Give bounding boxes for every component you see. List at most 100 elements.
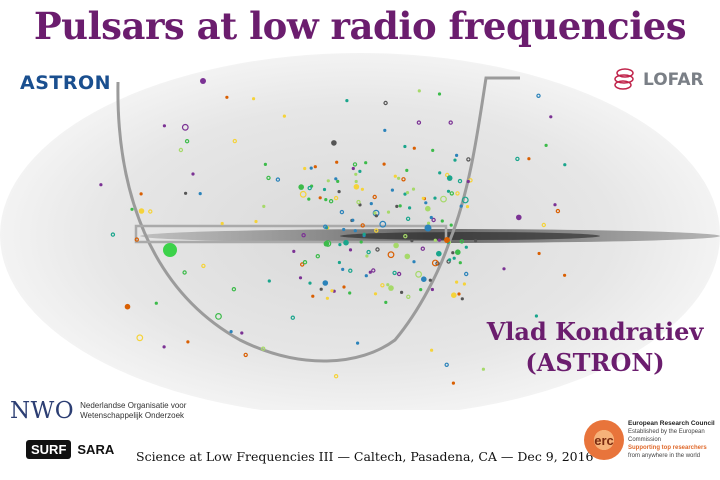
pulsar-marker bbox=[252, 97, 256, 101]
survey-boundary bbox=[116, 76, 520, 363]
pulsar-marker bbox=[254, 219, 258, 224]
pulsar-marker bbox=[348, 248, 353, 252]
footer-text: Science at Low Frequencies III — Caltech… bbox=[136, 449, 594, 464]
nwo-logo: NWO Nederlandse Organisatie voor Wetensc… bbox=[10, 398, 186, 424]
pulsar-marker bbox=[334, 177, 338, 181]
pulsar-marker bbox=[466, 157, 471, 162]
pulsar-marker bbox=[162, 124, 166, 128]
pulsar-marker bbox=[406, 294, 411, 299]
pulsar-marker bbox=[446, 175, 453, 181]
pulsar-marker bbox=[459, 204, 463, 208]
pulsar-marker bbox=[451, 292, 457, 298]
pulsar-marker bbox=[360, 223, 365, 228]
nwo-caption-line: Wetenschappelijk Onderzoek bbox=[80, 411, 185, 420]
pulsar-marker bbox=[326, 179, 330, 183]
pulsar-marker bbox=[302, 259, 308, 265]
erc-wordmark: erc bbox=[594, 432, 614, 448]
pulsar-marker bbox=[537, 251, 541, 256]
pulsar-marker bbox=[400, 290, 404, 294]
pulsar-marker bbox=[362, 232, 366, 236]
pulsar-marker bbox=[408, 206, 412, 210]
pulsar-marker bbox=[379, 220, 387, 228]
pulsar-marker bbox=[392, 270, 397, 276]
pulsar-marker bbox=[353, 229, 357, 233]
pulsar-marker bbox=[403, 144, 407, 149]
lofar-wordmark: LOFAR bbox=[643, 70, 704, 90]
pulsar-marker bbox=[541, 222, 547, 228]
pulsar-marker bbox=[201, 263, 206, 269]
astron-logo: ASTRON bbox=[20, 72, 112, 94]
pulsar-marker bbox=[318, 196, 322, 200]
pulsar-marker bbox=[359, 240, 363, 244]
pulsar-marker bbox=[466, 179, 470, 184]
pulsar-marker bbox=[457, 178, 463, 184]
pulsar-marker bbox=[351, 218, 355, 222]
pulsar-marker bbox=[431, 217, 436, 223]
pulsar-marker bbox=[403, 233, 408, 239]
pulsar-marker bbox=[138, 208, 145, 214]
pulsar-marker bbox=[322, 187, 327, 192]
pulsar-marker bbox=[412, 260, 416, 264]
pulsar-marker bbox=[309, 166, 313, 170]
pulsar-marker bbox=[356, 199, 361, 205]
pulsar-marker bbox=[182, 270, 187, 275]
pulsar-marker bbox=[325, 296, 329, 300]
pulsar-marker bbox=[307, 185, 312, 191]
pulsar-marker bbox=[338, 243, 342, 247]
pulsar-marker bbox=[449, 191, 454, 196]
pulsar-marker bbox=[282, 114, 286, 118]
pulsar-marker bbox=[301, 232, 306, 238]
pulsar-marker bbox=[481, 367, 485, 371]
erc-caption: European Research Council Established by… bbox=[628, 420, 718, 460]
pulsar-marker bbox=[110, 232, 116, 237]
pulsar-marker bbox=[262, 204, 266, 208]
erc-logo: erc European Research Council Establishe… bbox=[584, 420, 718, 460]
pulsar-marker bbox=[451, 381, 455, 385]
author-name: Vlad Kondratiev bbox=[486, 317, 704, 346]
surf-wordmark: SURF bbox=[26, 440, 72, 459]
pulsar-marker bbox=[220, 221, 224, 226]
pulsar-marker bbox=[330, 289, 334, 293]
lofar-logo: LOFAR bbox=[612, 66, 704, 94]
pulsar-marker bbox=[534, 314, 539, 318]
pulsar-marker bbox=[544, 143, 548, 147]
erc-caption-line: from anywhere in the world bbox=[628, 453, 701, 459]
slide-title: Pulsars at low radio frequencies bbox=[33, 4, 687, 48]
pulsar-marker bbox=[452, 256, 456, 260]
pulsar-marker bbox=[453, 158, 457, 162]
pulsar-marker bbox=[348, 291, 352, 295]
pulsar-marker bbox=[300, 262, 305, 267]
pulsar-marker bbox=[364, 161, 368, 165]
pulsar-marker bbox=[337, 260, 341, 265]
pulsar-marker bbox=[401, 177, 406, 182]
pulsar-marker bbox=[333, 195, 339, 201]
pulsar-marker bbox=[263, 162, 267, 166]
pulsar-marker bbox=[186, 340, 190, 344]
pulsar-marker bbox=[215, 313, 222, 320]
pulsar-marker bbox=[354, 179, 358, 184]
pulsar-marker bbox=[372, 194, 377, 200]
pulsar-marker bbox=[360, 187, 364, 191]
pulsar-marker bbox=[398, 204, 402, 208]
pulsar-marker bbox=[383, 128, 387, 132]
pulsar-marker bbox=[243, 352, 248, 358]
pulsar-marker bbox=[386, 283, 390, 287]
pulsar-marker bbox=[328, 198, 334, 204]
pulsar-marker bbox=[184, 138, 190, 144]
pulsar-marker bbox=[323, 224, 328, 229]
lofar-icon bbox=[614, 68, 634, 90]
pulsar-marker bbox=[444, 362, 449, 367]
pulsar-marker bbox=[298, 184, 305, 190]
surfsara-logo: SURF SARA bbox=[26, 440, 114, 459]
pulsar-marker bbox=[462, 282, 466, 286]
pulsar-marker bbox=[307, 197, 311, 201]
pulsar-marker bbox=[319, 287, 323, 291]
pulsar-marker bbox=[431, 148, 435, 152]
pulsar-marker bbox=[198, 192, 202, 196]
erc-caption-line: Established by the European Commission bbox=[628, 429, 705, 443]
pulsar-marker bbox=[343, 239, 349, 246]
erc-caption-line: European Research Council bbox=[628, 420, 715, 427]
pulsar-marker bbox=[331, 140, 337, 146]
pulsar-marker bbox=[455, 153, 459, 157]
pulsar-marker bbox=[368, 270, 372, 274]
